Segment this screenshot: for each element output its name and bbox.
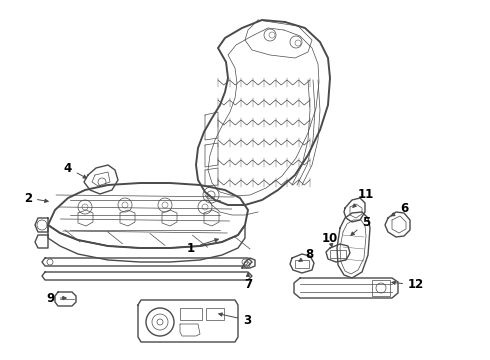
Bar — [206, 308, 224, 320]
Text: 7: 7 — [244, 273, 252, 291]
Text: 6: 6 — [392, 202, 408, 216]
Bar — [295, 260, 309, 268]
Text: 5: 5 — [351, 216, 370, 235]
Bar — [330, 250, 346, 258]
Text: 2: 2 — [24, 192, 48, 204]
Text: 10: 10 — [322, 231, 338, 247]
Text: 8: 8 — [299, 248, 313, 261]
Text: 4: 4 — [64, 162, 87, 178]
Text: 9: 9 — [47, 292, 66, 305]
Text: 12: 12 — [392, 279, 424, 292]
Bar — [372, 280, 390, 296]
Text: 1: 1 — [187, 239, 219, 255]
Bar — [180, 308, 202, 320]
Text: 3: 3 — [219, 313, 251, 327]
Text: 11: 11 — [353, 189, 374, 207]
